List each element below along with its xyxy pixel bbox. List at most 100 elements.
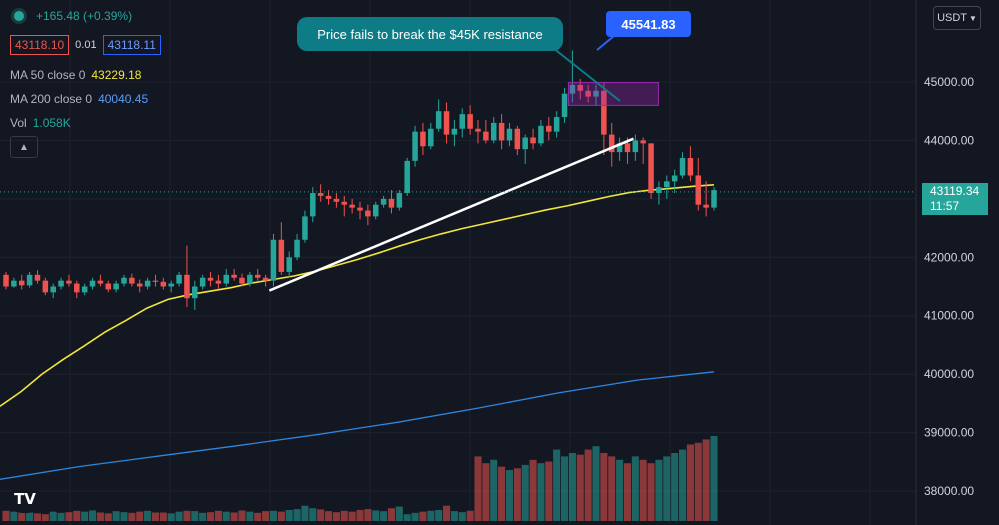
ma200-label: MA 200 close 0 xyxy=(10,92,93,106)
volume-bar xyxy=(246,511,254,521)
candle-body xyxy=(616,143,623,153)
live-status-icon xyxy=(14,11,24,21)
volume-bar xyxy=(450,511,458,521)
volume-bar xyxy=(411,512,419,521)
currency-label: USDT xyxy=(937,12,968,24)
volume-bar xyxy=(199,512,207,521)
legend-change-row: +165.48 (+0.39%) xyxy=(10,9,132,23)
candle-body xyxy=(160,281,167,287)
candle-body xyxy=(278,239,285,272)
candle-body xyxy=(50,286,56,293)
candle-body xyxy=(18,280,25,286)
volume-bar xyxy=(57,512,65,521)
price-high-label[interactable]: 45541.83 xyxy=(606,11,691,37)
volume-bar xyxy=(655,459,663,521)
volume-bar xyxy=(175,511,183,521)
candle-body xyxy=(136,283,143,287)
volume-bar xyxy=(10,511,18,521)
candle-body xyxy=(341,201,348,205)
candle-body xyxy=(215,280,222,284)
tradingview-logo-icon[interactable]: TV xyxy=(8,485,42,513)
candle-body xyxy=(97,280,104,284)
currency-selector[interactable]: USDT ▼ xyxy=(933,6,981,30)
callout-pointer xyxy=(547,43,621,102)
candle-body xyxy=(404,160,410,194)
collapse-legend-button[interactable]: ▲ xyxy=(10,136,38,158)
spread-value: 0.01 xyxy=(75,39,97,51)
candle-body xyxy=(711,190,717,208)
candle-body xyxy=(302,216,308,240)
volume-bar xyxy=(671,453,679,521)
buy-price-button[interactable]: 43118.11 xyxy=(102,35,161,55)
volume-bar xyxy=(348,511,356,521)
volume-bar xyxy=(372,510,380,521)
candle-body xyxy=(656,187,662,194)
volume-bar xyxy=(686,444,694,521)
sell-price-button[interactable]: 43118.10 xyxy=(10,35,70,55)
candle-body xyxy=(11,280,17,287)
last-price-label: 43119.34 11:57 xyxy=(922,183,988,215)
candle-body xyxy=(294,239,300,258)
volume-bar xyxy=(33,513,42,521)
volume-bar xyxy=(128,512,136,521)
chevron-down-icon: ▼ xyxy=(969,13,977,23)
candle-body xyxy=(66,280,72,284)
candle-body xyxy=(270,239,277,281)
chevron-up-icon: ▲ xyxy=(19,141,29,153)
volume-bar xyxy=(238,510,246,521)
candle-body xyxy=(89,280,96,287)
price-change: +165.48 (+0.39%) xyxy=(36,9,133,23)
candle-body xyxy=(192,286,198,299)
volume-bar xyxy=(482,463,490,521)
volume-bar xyxy=(285,509,293,521)
volume-bar xyxy=(293,509,301,521)
volume-bar xyxy=(222,511,230,521)
candle-body xyxy=(81,286,88,293)
volume-bar xyxy=(214,510,222,521)
candle-body xyxy=(428,128,434,147)
trend-line xyxy=(268,137,634,292)
volume-bar xyxy=(380,511,388,521)
last-price-value: 43119.34 xyxy=(930,184,980,198)
candle-body xyxy=(105,283,112,290)
volume-bar xyxy=(498,466,506,521)
annotation-callout[interactable]: Price fails to break the $45K resistance xyxy=(297,17,563,51)
volume-value: 1.058K xyxy=(32,116,71,130)
legend-ma200[interactable]: MA 200 close 0 40040.45 xyxy=(10,92,148,106)
candle-body xyxy=(42,280,49,293)
volume-bar xyxy=(647,463,655,521)
candle-body xyxy=(231,274,237,278)
volume-bar xyxy=(419,511,427,521)
candle-body xyxy=(632,140,639,153)
candle-body xyxy=(546,125,552,132)
candle-body xyxy=(26,274,33,286)
volume-bar xyxy=(112,511,120,521)
legend-volume[interactable]: Vol 1.058K xyxy=(10,116,71,130)
volume-bar xyxy=(26,512,34,521)
volume-bar xyxy=(521,464,529,521)
volume-bar xyxy=(466,510,474,521)
candle-body xyxy=(317,193,324,196)
candle-body xyxy=(129,277,135,284)
y-tick-label: 44000.00 xyxy=(924,133,974,147)
y-tick-label: 45000.00 xyxy=(924,75,974,89)
candle-body xyxy=(624,143,631,153)
volume-bar xyxy=(317,509,325,521)
volume-bar xyxy=(230,512,238,521)
volume-bar xyxy=(584,449,592,521)
candle-body xyxy=(144,280,151,287)
candle-body xyxy=(703,204,709,208)
volume-bar xyxy=(65,512,73,521)
volume-bar xyxy=(144,510,152,521)
volume-bar xyxy=(159,512,167,521)
candle-body xyxy=(113,283,119,290)
candle-body xyxy=(593,90,599,97)
candle-body xyxy=(372,204,379,217)
volume-bar xyxy=(678,449,687,521)
candle-body xyxy=(451,128,458,135)
candle-body xyxy=(325,195,332,199)
legend-ma50[interactable]: MA 50 close 0 43229.18 xyxy=(10,68,141,82)
candle-body xyxy=(176,274,182,284)
volume-bar xyxy=(183,510,191,521)
